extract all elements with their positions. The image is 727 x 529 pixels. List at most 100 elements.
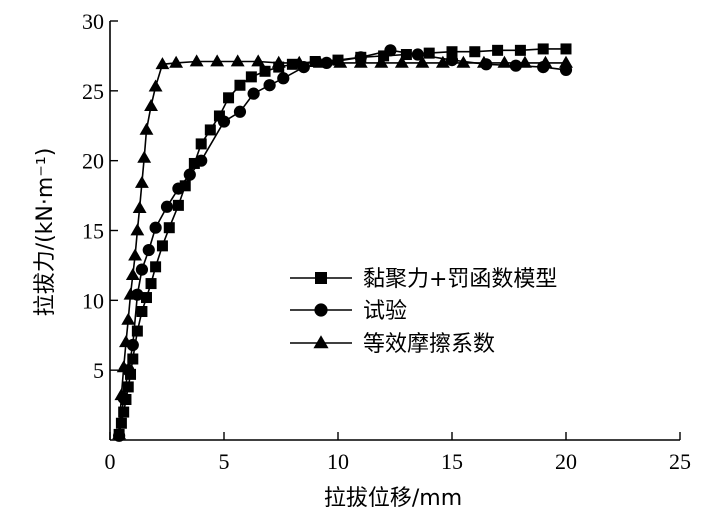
triangle-marker [374, 55, 389, 68]
series-layer [112, 43, 573, 442]
triangle-marker [128, 248, 143, 261]
square-marker [140, 292, 152, 304]
square-marker [514, 44, 526, 56]
legend-item: 黏聚力+罚函数模型 [290, 267, 557, 292]
triangle-marker [114, 388, 129, 401]
square-marker [145, 278, 157, 290]
circle-marker [384, 44, 397, 57]
square-marker [309, 56, 321, 68]
triangle-marker [123, 287, 138, 300]
square-marker [163, 222, 175, 234]
square-marker [259, 65, 271, 77]
x-axis-title: 拉拔位移/mm [324, 486, 462, 511]
triangle-marker [130, 223, 145, 236]
square-marker [195, 138, 207, 150]
circle-marker [233, 105, 247, 118]
triangle-marker [559, 55, 573, 68]
square-marker [118, 406, 130, 418]
x-tick-label: 0 [105, 449, 116, 474]
legend-circle-marker [314, 303, 328, 317]
square-marker [378, 50, 390, 62]
triangle-marker [353, 55, 368, 68]
x-tick-label: 20 [555, 449, 577, 474]
square-marker [172, 199, 184, 211]
axes: 0 5 10 15 20 25 5 10 15 20 25 30 [82, 9, 691, 474]
circle-marker [142, 243, 155, 257]
triangle-marker [435, 55, 450, 68]
square-marker [234, 79, 246, 91]
triangle-marker [538, 55, 553, 68]
square-marker [286, 58, 298, 70]
y-tick-label: 5 [93, 358, 104, 383]
triangle-marker [230, 54, 245, 67]
triangle-marker [134, 175, 149, 188]
square-marker [446, 46, 458, 58]
square-marker [204, 124, 216, 136]
circle-marker [172, 182, 185, 195]
triangle-marker [456, 55, 471, 68]
circle-marker [149, 221, 162, 234]
square-marker [560, 43, 572, 55]
square-marker [150, 261, 162, 273]
square-marker [469, 46, 481, 58]
triangle-marker [210, 54, 225, 67]
circle-marker [195, 154, 208, 167]
triangle-marker [112, 427, 127, 440]
triangle-marker [139, 122, 154, 135]
circle-marker [183, 168, 196, 181]
y-axis-title: 拉拔力/(kN·m⁻¹) [33, 148, 58, 317]
triangle-marker [518, 55, 532, 68]
legend-label: 黏聚力+罚函数模型 [363, 267, 557, 292]
x-tick-label: 15 [441, 449, 463, 474]
triangle-marker [137, 150, 152, 163]
circle-marker [411, 48, 424, 61]
square-marker [400, 49, 412, 61]
triangle-marker [125, 268, 140, 281]
triangle-marker [251, 54, 266, 67]
triangle-marker [144, 99, 158, 112]
circle-marker [247, 87, 260, 100]
circle-marker [135, 263, 149, 276]
y-tick-label: 20 [82, 149, 104, 174]
circle-marker [263, 79, 276, 92]
triangle-marker [169, 55, 184, 68]
triangle-marker [292, 55, 307, 68]
triangle-marker [116, 360, 131, 373]
triangle-marker [476, 55, 491, 68]
triangle-marker [148, 79, 163, 92]
square-marker [179, 180, 191, 192]
square-marker [131, 325, 143, 337]
triangle-marker [121, 312, 136, 325]
series-circle [113, 44, 573, 442]
square-marker [127, 353, 139, 365]
legend-triangle-marker [313, 335, 329, 349]
legend-item: 试验 [290, 299, 407, 324]
y-tick-label: 15 [82, 219, 104, 244]
legend-square-marker [315, 272, 327, 284]
triangle-marker [132, 200, 147, 214]
series-triangle [112, 54, 573, 440]
square-marker [122, 381, 134, 393]
triangle-marker [394, 55, 409, 68]
square-marker [423, 47, 435, 59]
circle-marker [217, 115, 231, 128]
circle-marker [277, 72, 290, 85]
triangle-marker [189, 54, 204, 67]
square-marker [156, 240, 168, 252]
y-tick-label: 25 [82, 79, 104, 104]
triangle-marker [497, 55, 512, 68]
triangle-marker [119, 335, 133, 348]
x-tick-label: 10 [327, 449, 349, 474]
triangle-marker [155, 57, 170, 70]
triangle-marker [312, 55, 327, 68]
legend-item: 等效摩擦系数 [290, 332, 495, 357]
legend-label: 等效摩擦系数 [363, 332, 495, 357]
series-line-triangle [118, 60, 566, 435]
legend-label: 试验 [363, 299, 407, 324]
series-line-circle [118, 49, 567, 436]
y-tick-label: 10 [82, 288, 104, 313]
square-marker [492, 44, 504, 56]
square-marker [223, 92, 235, 104]
